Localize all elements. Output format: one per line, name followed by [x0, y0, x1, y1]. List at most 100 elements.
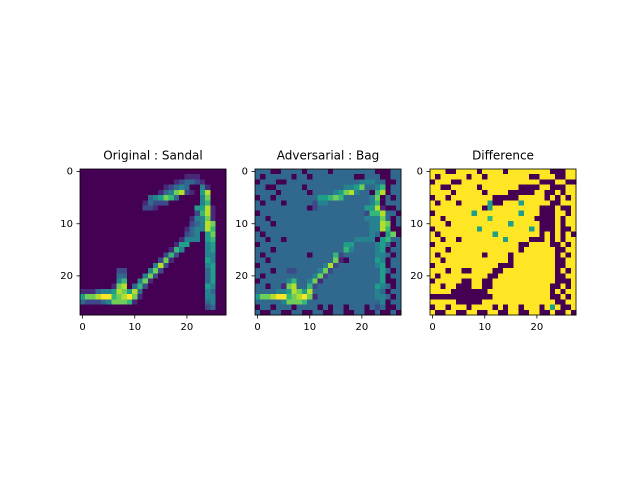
pixel — [90, 252, 96, 258]
pixel — [430, 169, 436, 175]
pixel — [95, 215, 102, 222]
pixel — [179, 288, 185, 295]
pixel — [445, 200, 452, 206]
pixel — [466, 215, 473, 222]
pixel — [555, 226, 561, 232]
pixel — [482, 242, 488, 248]
pixel — [364, 184, 371, 191]
pixel — [106, 200, 112, 206]
pixel — [179, 257, 185, 264]
pixel — [322, 273, 329, 279]
pixel — [374, 273, 381, 279]
pixel — [80, 273, 86, 279]
pixel — [126, 215, 133, 222]
pixel — [534, 262, 540, 269]
pixel — [90, 268, 96, 274]
pixel — [260, 299, 266, 305]
pixel — [291, 195, 298, 201]
pixel — [503, 247, 509, 253]
pixel — [338, 288, 344, 295]
pixel — [518, 226, 525, 232]
pixel — [199, 262, 206, 269]
pixel — [260, 179, 266, 185]
pixel — [173, 242, 180, 248]
pixel — [518, 189, 525, 196]
pixel — [95, 268, 102, 274]
pixel — [163, 273, 169, 279]
pixel — [390, 236, 397, 243]
pixel — [85, 189, 91, 196]
pixel — [291, 189, 298, 196]
pixel — [80, 268, 86, 274]
pixel — [476, 278, 483, 285]
pixel — [184, 283, 190, 290]
pixel — [260, 273, 266, 279]
pixel — [529, 268, 535, 274]
pixel — [126, 210, 133, 217]
pixel — [570, 268, 577, 274]
pixel — [281, 268, 287, 274]
pixel — [430, 221, 436, 227]
pixel — [215, 309, 222, 316]
pixel — [260, 304, 266, 311]
pixel — [116, 221, 123, 227]
pixel — [307, 174, 313, 180]
pixel — [199, 283, 206, 290]
pixel — [380, 283, 386, 290]
pixel — [281, 215, 287, 222]
pixel — [116, 215, 123, 222]
pixel — [445, 309, 452, 316]
pixel — [275, 174, 282, 180]
pixel — [173, 304, 180, 311]
pixel — [205, 184, 211, 191]
pixel — [534, 189, 540, 196]
pixel — [390, 268, 397, 274]
pixel — [153, 252, 159, 258]
pixel — [471, 195, 478, 201]
pixel — [348, 294, 355, 300]
pixel — [85, 242, 91, 248]
pixel — [121, 268, 128, 274]
pixel — [435, 205, 441, 212]
pixel — [503, 174, 509, 180]
pixel — [184, 242, 190, 248]
pixel — [338, 309, 344, 316]
pixel — [301, 200, 308, 206]
pixel — [255, 174, 261, 180]
pixel — [255, 221, 261, 227]
pixel — [317, 226, 324, 232]
pixel — [179, 179, 185, 185]
pixel — [132, 268, 138, 274]
pixel — [270, 169, 277, 175]
pixel — [307, 215, 313, 222]
pixel — [153, 169, 159, 175]
pixel — [205, 169, 211, 175]
pixel — [492, 304, 499, 311]
pixel — [497, 195, 504, 201]
pixel — [80, 189, 86, 196]
pixel — [85, 200, 91, 206]
y-tick-label: 20 — [235, 271, 248, 282]
pixel — [343, 226, 350, 232]
pixel — [90, 288, 96, 295]
pixel — [168, 268, 175, 274]
pixel — [385, 262, 391, 269]
pixel — [466, 184, 473, 191]
pixel — [461, 252, 467, 258]
pixel — [385, 226, 391, 232]
pixel — [359, 294, 365, 300]
pixel — [194, 236, 201, 243]
pixel — [291, 169, 298, 175]
pixel — [275, 236, 282, 243]
pixel — [291, 242, 298, 248]
pixel — [296, 231, 303, 238]
pixel — [95, 242, 102, 248]
pixel — [523, 189, 530, 196]
pixel — [317, 184, 324, 191]
pixel — [380, 288, 386, 295]
pixel — [275, 195, 282, 201]
pixel — [374, 278, 381, 285]
pixel — [85, 268, 91, 274]
pixel — [189, 184, 196, 191]
pixel — [471, 283, 478, 290]
